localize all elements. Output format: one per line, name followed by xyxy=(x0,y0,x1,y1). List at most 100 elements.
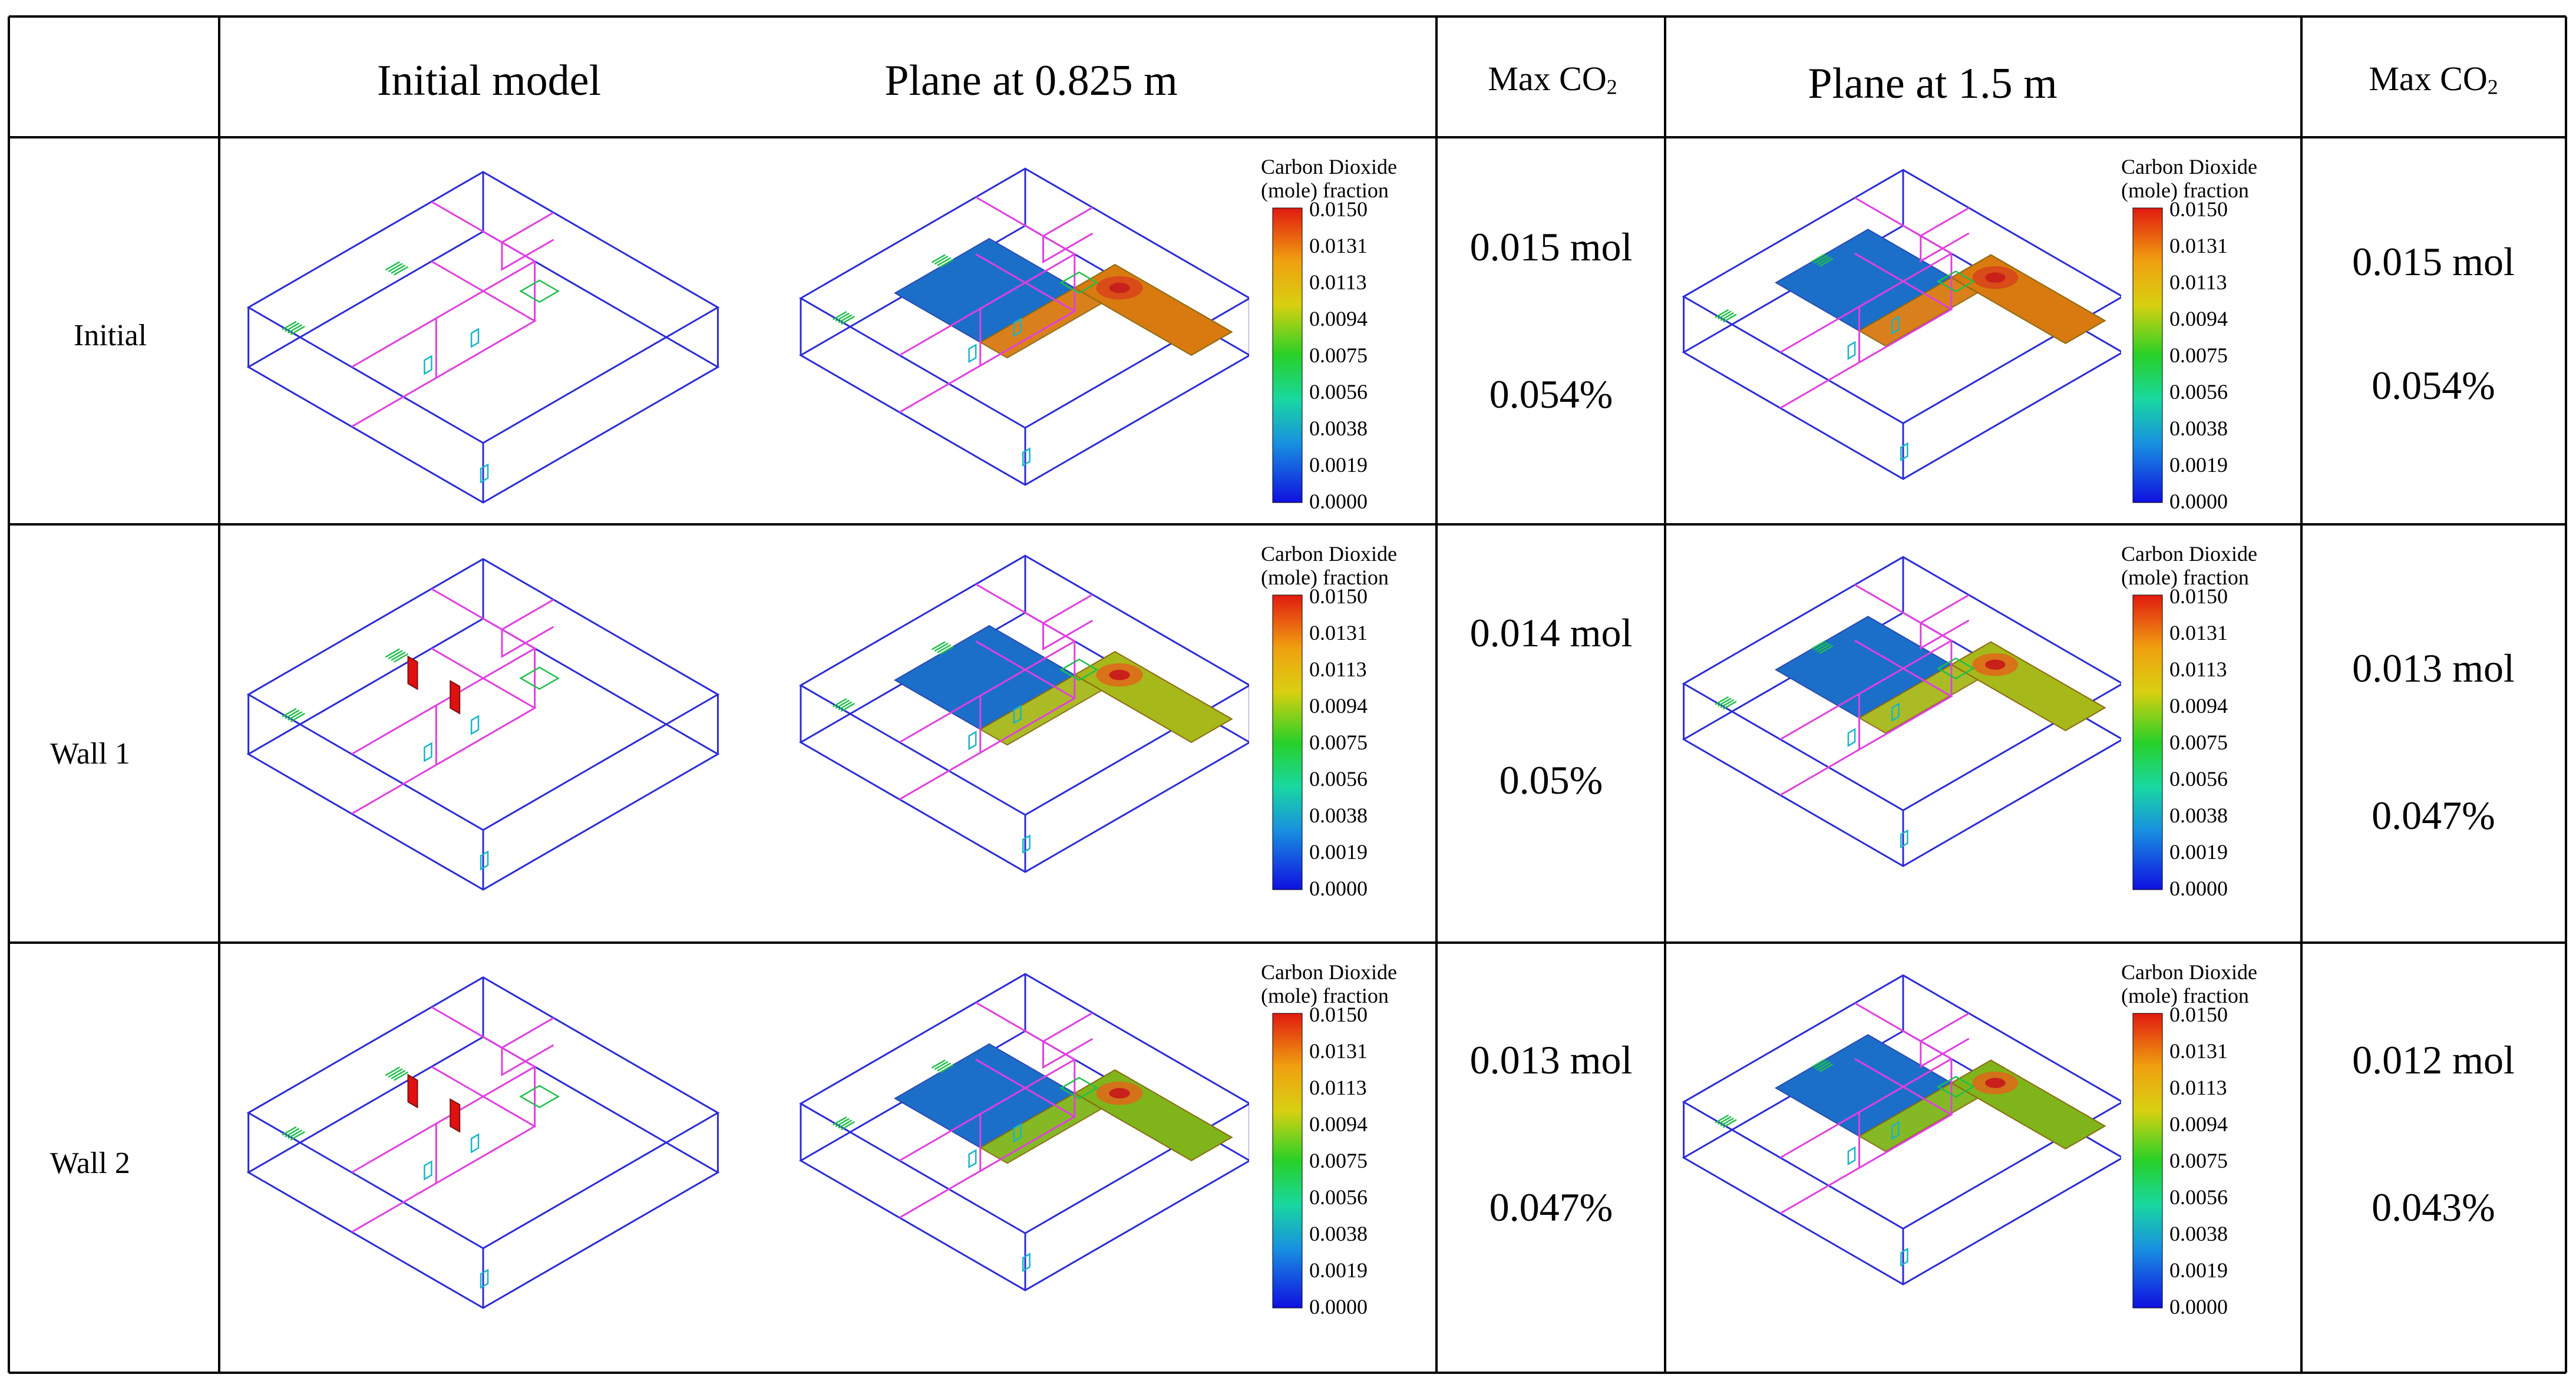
colorbar-title-line2: (mole) fraction xyxy=(2121,984,2249,1007)
colorbar-tick: 0.0150 xyxy=(1309,1003,1368,1026)
colorbar-title-line2: (mole) fraction xyxy=(1261,179,1389,202)
vent-slat xyxy=(388,650,403,660)
colorbar-tick: 0.0131 xyxy=(1309,621,1368,645)
vent-slat xyxy=(934,642,949,652)
vent-slat xyxy=(391,264,406,274)
window xyxy=(1900,829,1908,848)
colorbar-gradient xyxy=(2132,1013,2163,1309)
ceiling-diffuser xyxy=(519,1085,560,1109)
vent-slat xyxy=(1817,256,1831,266)
value-low-pct-wall-1: 0.05% xyxy=(1499,758,1603,802)
window xyxy=(480,463,489,484)
vent-slat xyxy=(1722,1119,1737,1128)
scene-plane-low-wall-2 xyxy=(799,973,1249,1291)
added-wall xyxy=(407,1073,418,1109)
partitions xyxy=(899,1002,1094,1219)
partition-upper xyxy=(501,212,554,271)
vent-slat xyxy=(936,644,952,653)
windows xyxy=(424,328,489,484)
window xyxy=(480,850,489,871)
colorbar-tick: 0.0131 xyxy=(2169,621,2228,645)
colorbar-tick: 0.0113 xyxy=(2169,270,2227,294)
vents xyxy=(833,1059,954,1131)
vent-slat xyxy=(840,1121,856,1131)
colorbar-tick: 0.0075 xyxy=(1309,731,1368,754)
vents xyxy=(282,1066,409,1141)
scene-initial-model-wall-2 xyxy=(246,976,720,1309)
vent-slat xyxy=(835,1118,850,1127)
contour-hotspot-core xyxy=(1985,272,2006,283)
colorbar-title-line1: Carbon Dioxide xyxy=(1261,960,1397,984)
colorbar xyxy=(1272,1013,1303,1309)
scene-plane-high-wall-1 xyxy=(1682,556,2121,867)
vent-slat xyxy=(290,712,305,722)
colorbar-tick: 0.0056 xyxy=(2169,1185,2228,1209)
colorbar-tick: 0.0150 xyxy=(2169,1003,2228,1026)
colorbar-tick: 0.0075 xyxy=(2169,731,2228,754)
header-max-co2-a-sub: 2 xyxy=(1606,75,1617,99)
vents xyxy=(1715,1059,1834,1128)
vent-slat xyxy=(1811,1059,1826,1068)
scene-initial-model-initial xyxy=(246,171,720,504)
partition-upper xyxy=(501,1017,554,1076)
window xyxy=(480,1268,489,1289)
colorbar-title-line1: Carbon Dioxide xyxy=(2121,155,2257,179)
colorbar-title-line1: Carbon Dioxide xyxy=(2121,960,2257,984)
partition-base xyxy=(1779,1058,1953,1214)
partition-top xyxy=(351,1006,537,1174)
contour-hotspot-core xyxy=(1109,1088,1130,1099)
window xyxy=(968,731,977,751)
partition-upper xyxy=(1042,593,1094,651)
window xyxy=(1013,705,1022,725)
vent-slat xyxy=(285,322,300,332)
value-high-mol-wall-2: 0.012 mol xyxy=(2352,1038,2515,1082)
vent-slat xyxy=(290,1131,305,1141)
row-label-wall-1: Wall 1 xyxy=(50,737,130,771)
window xyxy=(1891,1121,1900,1140)
vent-slat xyxy=(833,698,847,708)
window xyxy=(1847,728,1856,747)
row-label-initial: Initial xyxy=(74,319,147,352)
colorbar-tick: 0.0094 xyxy=(2169,694,2228,718)
header-plane-low: Plane at 0.825 m xyxy=(884,57,1178,105)
contour-warm-strip xyxy=(1073,650,1233,744)
vent-slat xyxy=(385,648,400,658)
building-outline xyxy=(246,976,720,1309)
vent-slat xyxy=(931,1059,946,1069)
vents xyxy=(833,254,954,325)
value-high-pct-initial: 0.054% xyxy=(2372,363,2495,408)
added-wall xyxy=(450,1098,461,1133)
vent-slat xyxy=(393,266,409,276)
ceiling-diffuser xyxy=(1937,1075,1975,1098)
partition-top xyxy=(1779,584,1953,741)
colorbar xyxy=(1272,207,1303,503)
window xyxy=(1847,1146,1856,1165)
value-low-pct-wall-2: 0.047% xyxy=(1489,1185,1613,1230)
window xyxy=(1022,447,1031,467)
colorbar-tick: 0.0000 xyxy=(2169,490,2228,513)
colorbar-tick: 0.0113 xyxy=(2169,657,2227,681)
colorbar-tick: 0.0075 xyxy=(2169,343,2228,367)
ceiling-diffuser xyxy=(519,666,560,690)
vent-slat xyxy=(1819,645,1834,654)
vent-slat xyxy=(835,312,850,322)
contour-warm-join xyxy=(979,287,1103,359)
window xyxy=(424,742,432,762)
red-walls xyxy=(407,1073,461,1133)
value-low-mol-wall-2: 0.013 mol xyxy=(1469,1038,1633,1082)
colorbar-tick: 0.0131 xyxy=(2169,234,2228,257)
vent-slat xyxy=(939,646,954,655)
window xyxy=(1891,315,1900,335)
colorbar-gradient xyxy=(2132,207,2163,503)
contour-warm-join xyxy=(1858,276,1979,347)
window xyxy=(1013,1123,1022,1143)
vent-slat xyxy=(840,315,856,325)
header-plane-high: Plane at 1.5 m xyxy=(1808,60,2058,108)
vent-slat xyxy=(285,709,300,719)
window xyxy=(424,355,432,375)
vent-slat xyxy=(290,325,305,335)
partitions xyxy=(351,201,554,428)
vents xyxy=(833,641,954,712)
partition-top xyxy=(899,583,1076,744)
